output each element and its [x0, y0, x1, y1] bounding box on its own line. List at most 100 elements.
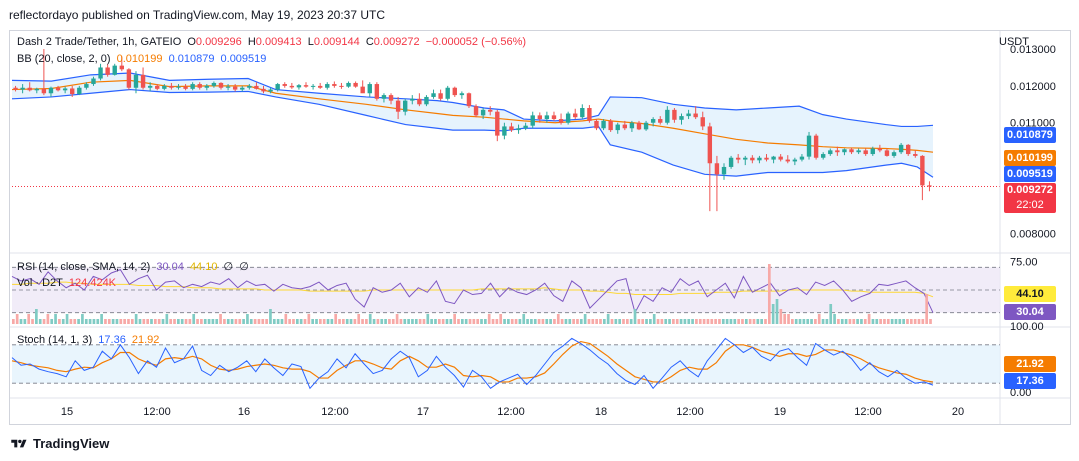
volume-bar	[679, 319, 683, 324]
volume-bar	[468, 319, 472, 324]
candle-body	[20, 87, 25, 90]
candle-body	[480, 109, 486, 116]
volume-bar	[84, 319, 88, 324]
volume-bar	[860, 319, 863, 324]
volume-bar	[226, 319, 230, 324]
bb-legend[interactable]: BB (20, close, 2, 0) 0.010199 0.010879 0…	[17, 53, 269, 65]
rsi-legend[interactable]: RSI (14, close, SMA, 14, 2) 30.04 44.10 …	[17, 260, 252, 273]
candle-body	[488, 109, 493, 112]
volume-bar	[249, 319, 253, 324]
tradingview-brand[interactable]: TradingView	[9, 436, 109, 451]
volume-bar	[453, 314, 456, 324]
volume-bar	[372, 319, 376, 324]
volume-bar	[200, 319, 203, 324]
rsi-sma-line	[12, 281, 934, 298]
candle-body	[906, 144, 911, 155]
candle-body	[346, 82, 351, 87]
volume-bar	[35, 309, 38, 324]
volume-bar	[207, 319, 211, 324]
rsi-layer: 75.0050.00	[11, 257, 1038, 315]
volume-bar	[388, 319, 391, 324]
stoch-k-line	[11, 337, 934, 390]
volume-bar	[791, 319, 794, 324]
volume-bar	[322, 319, 326, 324]
volume-bar	[196, 319, 199, 324]
candle-body	[190, 84, 195, 89]
volume-bar	[65, 314, 69, 324]
candle-body	[218, 82, 224, 88]
candle-body	[176, 86, 181, 88]
stoch-legend[interactable]: Stoch (14, 1, 3) 17.36 21.92	[17, 334, 162, 346]
candle-body	[813, 135, 819, 158]
volume-bar	[802, 319, 806, 324]
volume-bar	[311, 319, 315, 324]
candle-body	[204, 85, 210, 88]
rsi-tick-label: 75.00	[1010, 257, 1038, 269]
volume-bar	[422, 319, 426, 324]
volume-bar	[460, 319, 464, 324]
volume-bar	[856, 319, 859, 324]
volume-bar	[583, 314, 587, 324]
symbol-name[interactable]: Dash 2 Trade/Tether, 1h, GATEIO	[17, 36, 182, 48]
volume-bar	[319, 319, 322, 324]
volume-bar	[177, 319, 180, 324]
volume-bar	[507, 319, 510, 324]
rsi-legend-value: 30.04	[156, 261, 184, 273]
candle-body	[495, 111, 500, 136]
candle-body	[424, 96, 429, 105]
candle-body	[849, 149, 854, 153]
volume-bar	[326, 319, 330, 324]
volume-bar	[883, 319, 886, 324]
candle-body	[240, 87, 245, 90]
bb-legend-lower: 0.009519	[220, 53, 267, 65]
volume-bar	[215, 319, 219, 324]
volume-bar	[376, 319, 380, 324]
volume-bar	[879, 319, 882, 324]
stoch-legend-label: Stoch (14, 1, 3)	[17, 334, 93, 346]
volume-bar	[618, 319, 622, 324]
stoch-k-tag: 17.36	[1004, 373, 1056, 389]
chart-frame[interactable]	[9, 30, 1071, 425]
candle-body	[77, 87, 82, 94]
volume-bar	[211, 319, 215, 324]
volume-bar	[810, 319, 813, 324]
candle-body	[537, 115, 543, 120]
candle-body	[34, 88, 39, 91]
volume-bar	[875, 319, 879, 324]
publisher-line: reflectordayo published on TradingView.c…	[9, 8, 385, 22]
volume-bar	[299, 319, 303, 324]
volume-bar	[169, 319, 173, 324]
volume-bar	[668, 319, 671, 324]
volume-bar	[848, 319, 852, 324]
volume-bar	[361, 319, 364, 324]
rsi-legend-v1: ∅	[223, 261, 234, 273]
symbol-legend: Dash 2 Trade/Tether, 1h, GATEIO O0.00929…	[17, 36, 529, 48]
candle-body	[353, 82, 358, 87]
volume-bar	[203, 319, 207, 324]
volume-bar	[31, 319, 34, 324]
tradingview-brand-text: TradingView	[33, 436, 110, 451]
close-price-tag: 0.009272 22:02	[1004, 183, 1056, 213]
volume-bar	[19, 319, 23, 324]
volume-bar	[641, 319, 645, 324]
volume-bar	[96, 319, 100, 324]
volume-bar	[15, 314, 19, 324]
volume-bar	[104, 319, 107, 324]
volume-bar	[81, 314, 84, 324]
candle-body	[778, 156, 783, 160]
volume-bar	[587, 319, 591, 324]
candle-body	[247, 85, 252, 88]
volume-bar	[606, 314, 610, 324]
volume-bar	[342, 319, 345, 324]
candle-body	[558, 119, 564, 123]
candle-body	[565, 113, 571, 123]
volume-bar	[645, 319, 648, 324]
volume-bar	[925, 294, 929, 324]
volume-legend[interactable]: Vol · D2T 124.424K	[17, 277, 119, 289]
candle-body	[303, 85, 309, 87]
volume-bar	[591, 319, 595, 324]
bb-basis-tag: 0.010199	[1004, 150, 1056, 166]
candle-body	[714, 163, 720, 175]
volume-bar	[430, 319, 433, 324]
